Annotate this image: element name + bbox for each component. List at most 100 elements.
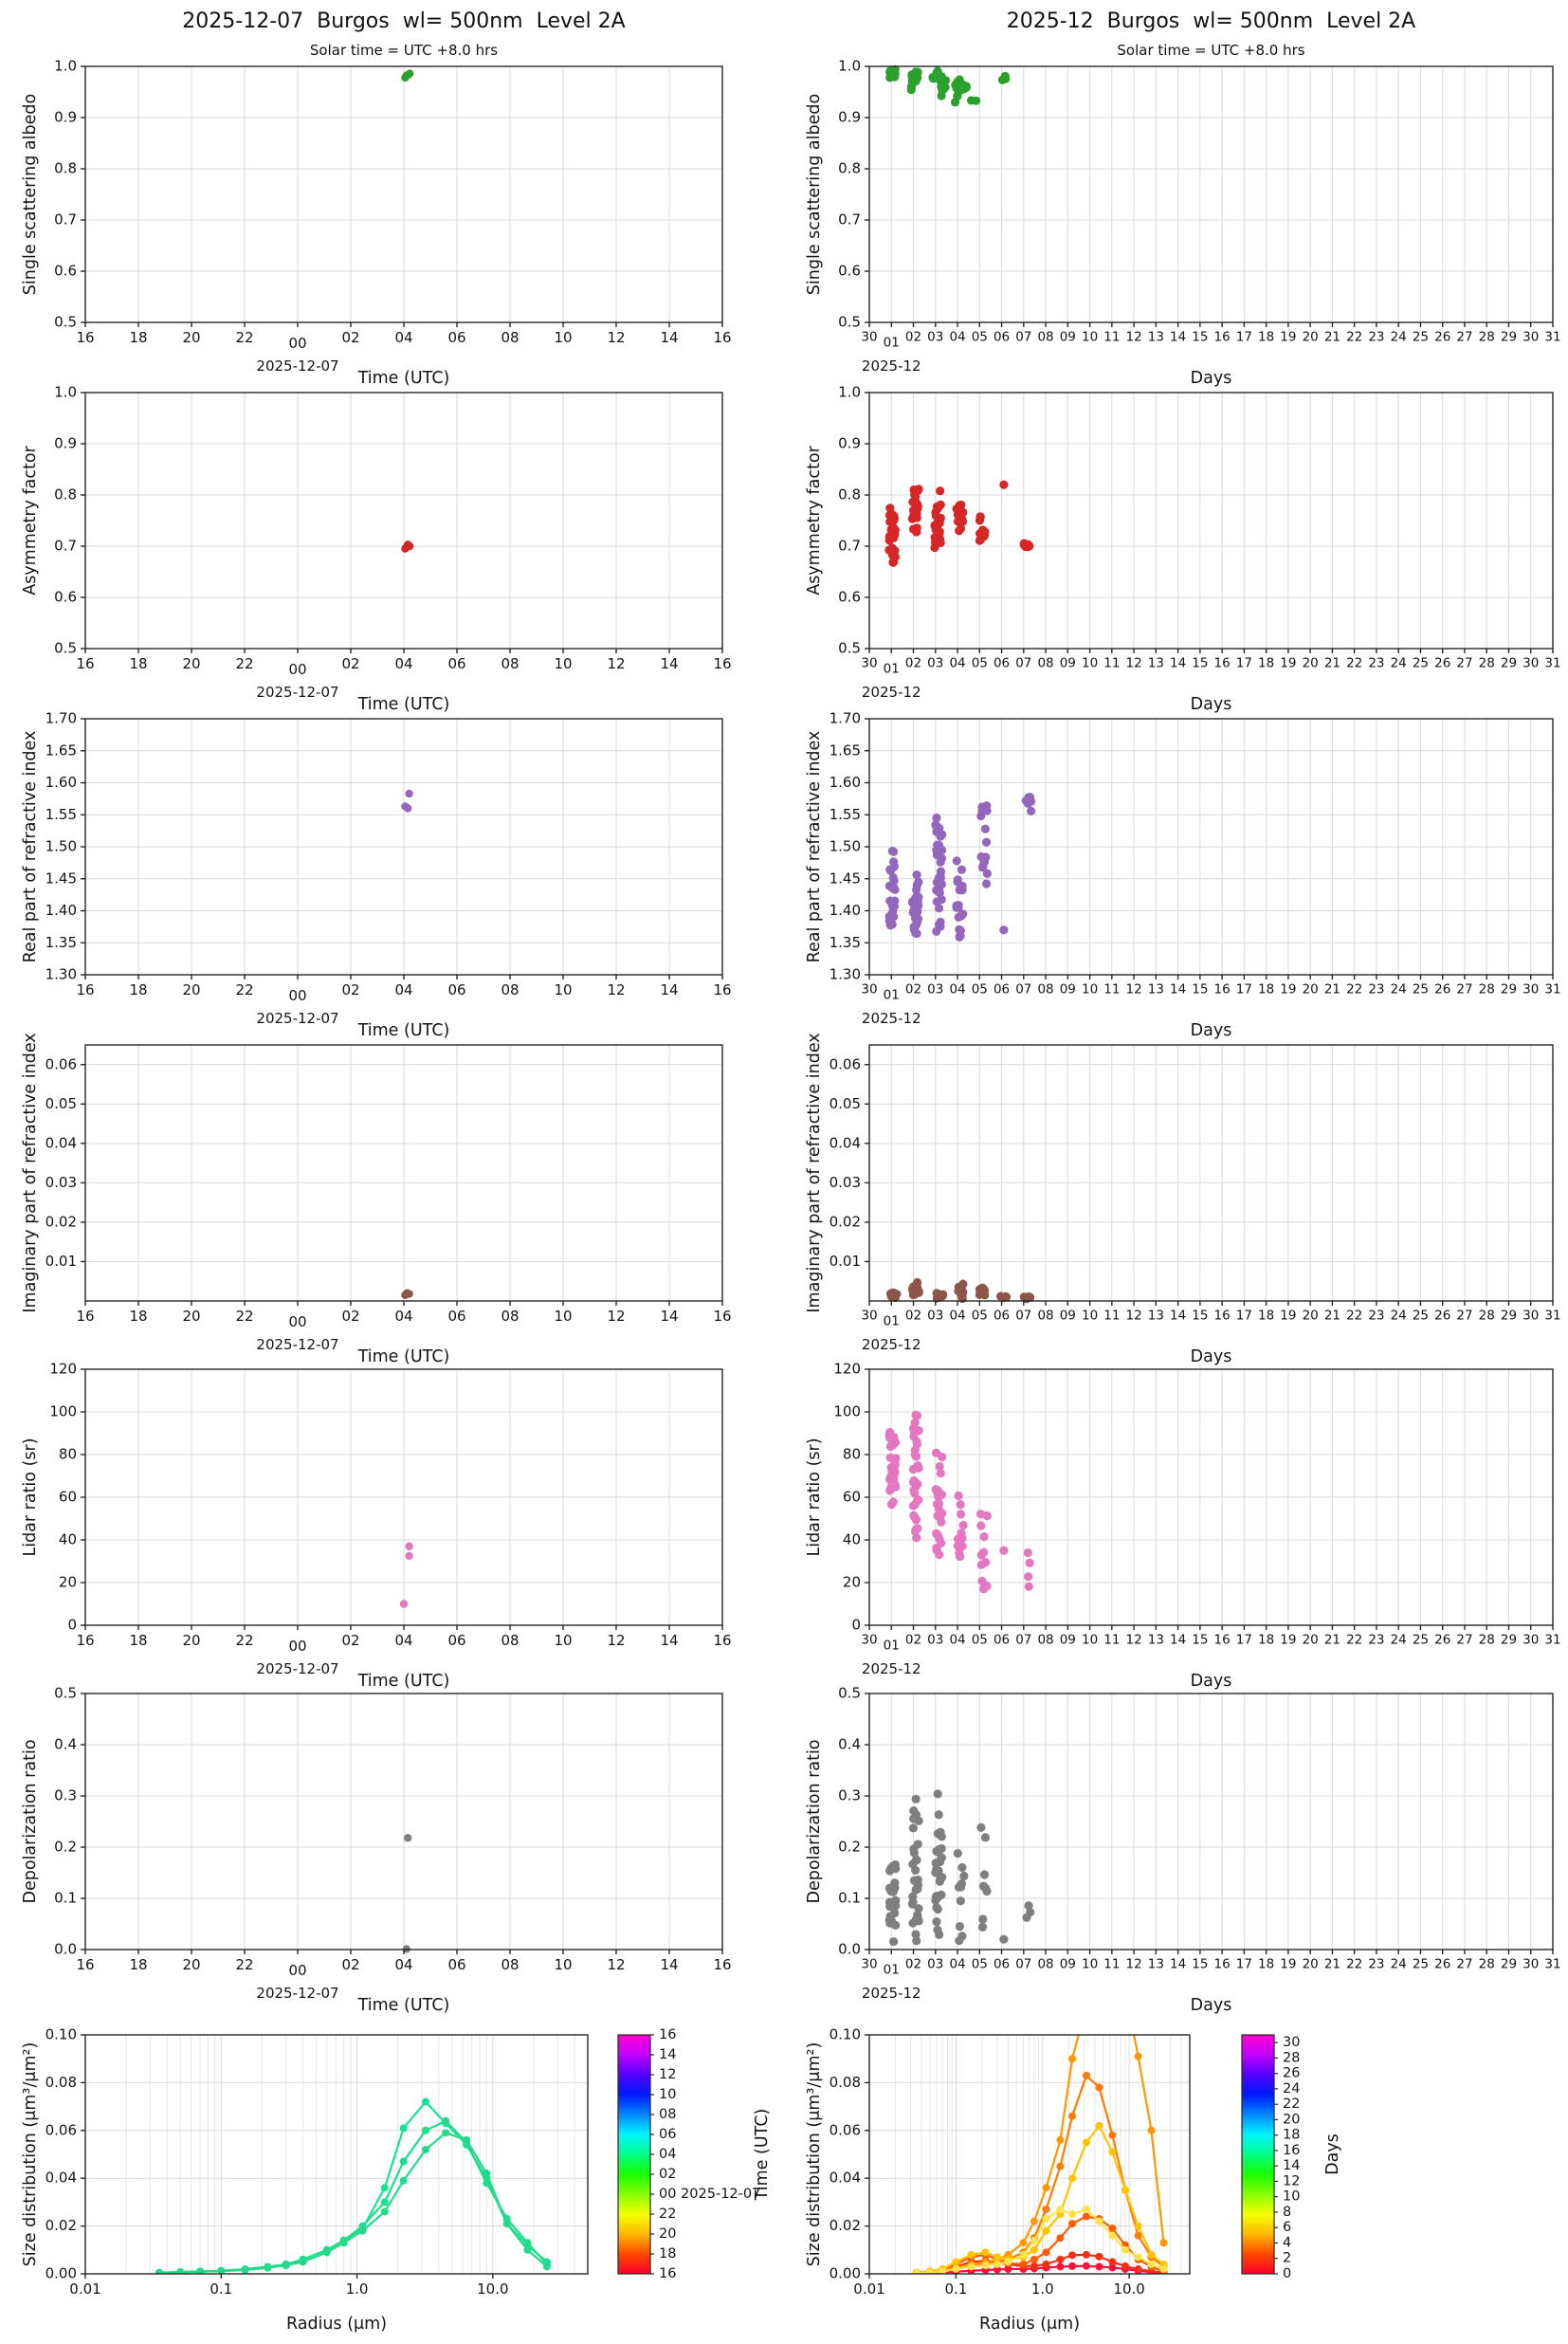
- svg-text:18: 18: [1258, 1309, 1274, 1324]
- svg-text:08: 08: [1037, 330, 1053, 345]
- svg-text:1.65: 1.65: [46, 742, 77, 759]
- svg-text:0.2: 0.2: [838, 1839, 861, 1856]
- svg-text:2025-12: 2025-12: [862, 684, 921, 701]
- svg-text:Lidar ratio (sr): Lidar ratio (sr): [805, 1438, 824, 1556]
- svg-text:02: 02: [905, 1633, 921, 1648]
- sizedist-month: 0.01 0.1 1.0 10.0 0.00 0.02 0.04 0.06 0.08 0.10 Ra…: [805, 2026, 1342, 2335]
- svg-text:02: 02: [341, 655, 359, 672]
- svg-text:24: 24: [1391, 656, 1407, 671]
- svg-text:12: 12: [607, 329, 625, 346]
- svg-text:Imaginary part of refractive i: Imaginary part of refractive index: [805, 1033, 824, 1312]
- svg-text:23: 23: [1368, 1957, 1384, 1972]
- svg-text:1.0: 1.0: [346, 2280, 369, 2298]
- svg-text:20: 20: [182, 1956, 200, 1973]
- svg-text:08: 08: [1037, 1309, 1053, 1324]
- right-figure-subtitle: Solar time = UTC +8.0 hrs: [1117, 42, 1305, 59]
- svg-text:06: 06: [994, 1309, 1010, 1324]
- svg-text:25: 25: [1413, 1309, 1429, 1324]
- svg-text:0.10: 0.10: [46, 2026, 77, 2043]
- svg-text:0.3: 0.3: [838, 1787, 861, 1804]
- svg-text:1.0: 1.0: [1031, 2280, 1054, 2298]
- svg-text:10.0: 10.0: [1113, 2280, 1144, 2298]
- svg-text:04: 04: [949, 656, 965, 671]
- svg-text:23: 23: [1368, 656, 1384, 671]
- svg-text:02: 02: [341, 1956, 359, 1973]
- svg-text:02: 02: [659, 2167, 676, 2182]
- svg-text:14: 14: [1170, 656, 1186, 671]
- svg-text:06: 06: [994, 1957, 1010, 1972]
- svg-text:00 2025-12-07: 00 2025-12-07: [659, 2187, 760, 2202]
- svg-text:16: 16: [76, 1308, 94, 1325]
- svg-text:21: 21: [1324, 656, 1340, 671]
- svg-text:19: 19: [1280, 1633, 1296, 1648]
- svg-text:2025-12-07: 2025-12-07: [256, 684, 338, 701]
- svg-text:18: 18: [129, 1956, 147, 1973]
- svg-text:18: 18: [129, 329, 147, 346]
- svg-text:Days: Days: [1191, 1347, 1232, 1366]
- svg-text:30: 30: [1522, 982, 1539, 998]
- svg-text:06: 06: [447, 655, 465, 672]
- svg-text:0.5: 0.5: [54, 1685, 77, 1702]
- svg-text:02: 02: [341, 1632, 359, 1649]
- svg-text:28: 28: [1479, 330, 1495, 345]
- svg-text:1.50: 1.50: [46, 838, 77, 855]
- svg-text:20: 20: [182, 1632, 200, 1649]
- svg-text:23: 23: [1368, 1633, 1384, 1648]
- svg-text:Depolarization ratio: Depolarization ratio: [805, 1739, 824, 1903]
- svg-text:01: 01: [884, 1639, 900, 1654]
- svg-text:14: 14: [1170, 1957, 1186, 1972]
- svg-text:04: 04: [659, 2147, 676, 2162]
- svg-text:29: 29: [1501, 656, 1517, 671]
- svg-text:11: 11: [1103, 1633, 1120, 1648]
- svg-text:14: 14: [659, 2047, 676, 2062]
- svg-text:0.6: 0.6: [54, 589, 77, 606]
- svg-text:22: 22: [659, 2207, 676, 2222]
- svg-text:2025-12: 2025-12: [862, 1660, 921, 1677]
- svg-text:29: 29: [1501, 1633, 1517, 1648]
- svg-text:0.6: 0.6: [838, 589, 861, 606]
- svg-text:22: 22: [235, 329, 253, 346]
- svg-text:1.35: 1.35: [46, 934, 77, 951]
- svg-text:14: 14: [660, 329, 678, 346]
- svg-text:0.01: 0.01: [46, 1253, 77, 1270]
- svg-text:11: 11: [1103, 1957, 1120, 1972]
- svg-text:18: 18: [129, 1632, 147, 1649]
- svg-text:06: 06: [994, 656, 1010, 671]
- svg-text:22: 22: [1346, 1633, 1362, 1648]
- svg-text:16: 16: [1214, 1957, 1231, 1972]
- svg-text:1.65: 1.65: [830, 742, 861, 759]
- svg-text:Imaginary part of refractive i: Imaginary part of refractive index: [21, 1033, 40, 1312]
- svg-text:0.04: 0.04: [46, 1134, 77, 1151]
- svg-text:31: 31: [1544, 1309, 1560, 1324]
- svg-text:21: 21: [1324, 1633, 1340, 1648]
- svg-text:12: 12: [1126, 1633, 1142, 1648]
- svg-text:29: 29: [1501, 1957, 1517, 1972]
- svg-text:06: 06: [447, 1632, 465, 1649]
- svg-text:18: 18: [1258, 982, 1274, 998]
- svg-text:00: 00: [288, 987, 306, 1004]
- svg-text:0: 0: [1283, 2266, 1291, 2281]
- svg-text:04: 04: [949, 1633, 965, 1648]
- svg-text:20: 20: [659, 2226, 676, 2242]
- svg-text:0.0: 0.0: [838, 1941, 861, 1958]
- svg-text:Radius (μm): Radius (μm): [286, 2315, 387, 2334]
- rri-month: 30 01 2025-12 02 03 04 05 06 07 08 09 10 11 12 13 14 15 1…: [805, 710, 1561, 1041]
- svg-text:08: 08: [501, 981, 519, 998]
- svg-text:18: 18: [129, 655, 147, 672]
- svg-text:24: 24: [1391, 1957, 1407, 1972]
- svg-text:31: 31: [1544, 1957, 1560, 1972]
- svg-text:0.9: 0.9: [838, 435, 861, 452]
- svg-text:0: 0: [67, 1617, 77, 1634]
- svg-text:0.8: 0.8: [54, 486, 77, 504]
- svg-text:2025-12: 2025-12: [862, 1336, 921, 1353]
- svg-text:16: 16: [713, 329, 731, 346]
- svg-text:08: 08: [659, 2107, 676, 2122]
- svg-text:24: 24: [1391, 330, 1407, 345]
- svg-text:20: 20: [1303, 330, 1319, 345]
- svg-text:Time (UTC): Time (UTC): [357, 1996, 450, 2015]
- svg-text:29: 29: [1501, 330, 1517, 345]
- svg-text:18: 18: [129, 1308, 147, 1325]
- svg-text:19: 19: [1280, 1309, 1296, 1324]
